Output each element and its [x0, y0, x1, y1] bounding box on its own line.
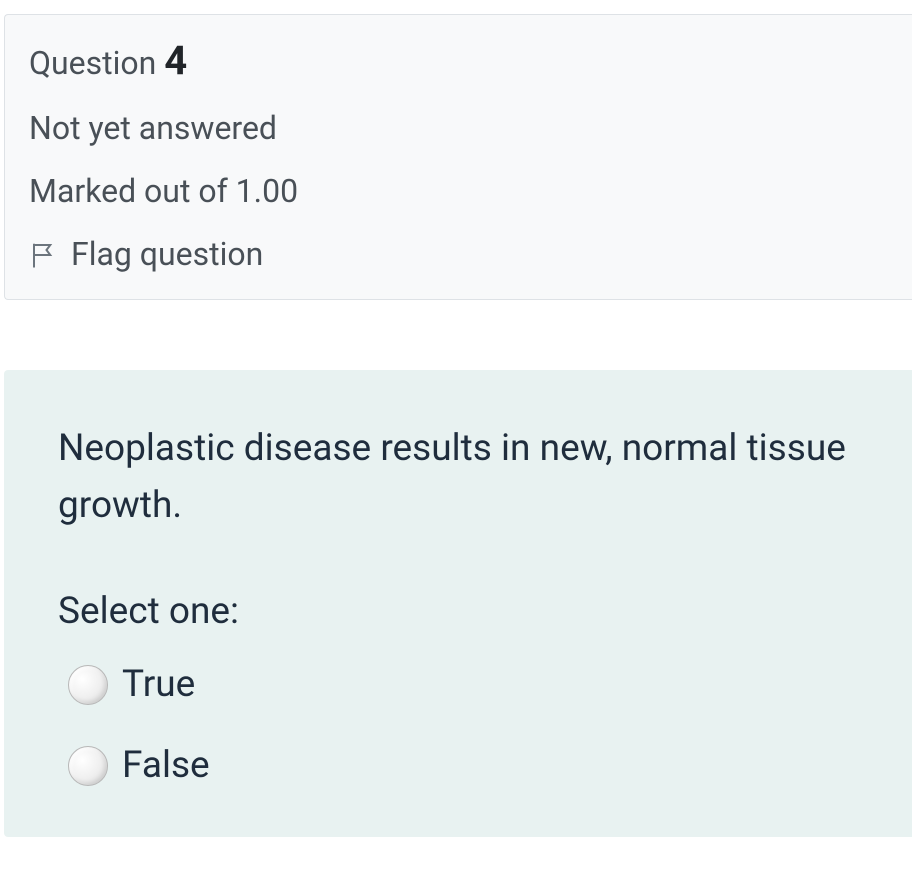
flag-icon: [29, 240, 59, 270]
radio-false[interactable]: [68, 746, 108, 786]
question-status: Not yet answered: [29, 111, 888, 146]
question-info-panel: Question 4 Not yet answered Marked out o…: [4, 14, 912, 300]
option-false-label: False: [122, 744, 210, 787]
option-true-label: True: [122, 663, 195, 706]
question-marks: Marked out of 1.00: [29, 174, 888, 209]
flag-question-label: Flag question: [71, 237, 263, 272]
select-one-prompt: Select one:: [58, 590, 882, 633]
flag-question-link[interactable]: Flag question: [29, 237, 888, 272]
question-text: Neoplastic disease results in new, norma…: [58, 420, 882, 535]
radio-true[interactable]: [68, 665, 108, 705]
question-label: Question: [29, 44, 156, 82]
option-true[interactable]: True: [58, 663, 882, 706]
question-body-panel: Neoplastic disease results in new, norma…: [4, 370, 912, 838]
question-number-line: Question 4: [29, 39, 888, 83]
question-number: 4: [164, 37, 187, 84]
option-false[interactable]: False: [58, 744, 882, 787]
